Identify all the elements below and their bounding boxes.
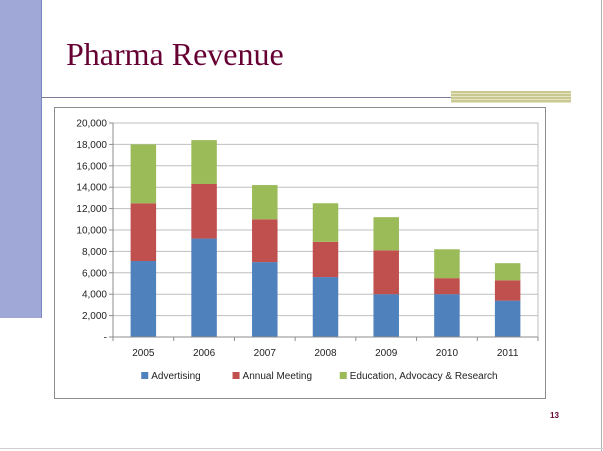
bar-segment: [434, 249, 460, 279]
bar-segment: [494, 280, 521, 301]
bar-segment: [252, 219, 278, 263]
y-tick-label: -: [104, 333, 107, 344]
bar-segment: [373, 250, 399, 295]
bar-segment: [252, 262, 278, 337]
x-tick-label: 2007: [254, 348, 277, 359]
y-tick-label: 12,000: [76, 204, 107, 215]
bar-segment: [312, 203, 339, 242]
y-tick-label: 10,000: [76, 226, 107, 237]
bar-segment: [434, 278, 460, 295]
bar-segment: [312, 277, 339, 337]
bar-segment: [130, 261, 157, 337]
x-tick-label: 2011: [497, 348, 519, 359]
bar-segment: [130, 203, 157, 262]
bar-segment: [373, 294, 399, 337]
x-tick-label: 2008: [314, 348, 337, 359]
y-tick-label: 20,000: [76, 119, 107, 130]
bar-segment: [252, 185, 278, 220]
x-tick-label: 2009: [375, 348, 398, 359]
x-tick-label: 2010: [436, 348, 459, 359]
decorative-side-bar: [0, 0, 42, 318]
legend-label: Advertising: [151, 371, 200, 382]
y-tick-label: 6,000: [82, 268, 107, 279]
page-number: 13: [550, 411, 559, 420]
bar-segment: [373, 217, 399, 251]
bar-segment: [494, 300, 521, 337]
bar-segment: [191, 140, 217, 184]
x-tick-label: 2005: [132, 348, 155, 359]
legend-swatch: [232, 372, 240, 379]
y-tick-label: 14,000: [76, 183, 107, 194]
y-tick-label: 8,000: [82, 247, 107, 258]
legend-swatch: [339, 372, 347, 379]
bar-segment: [130, 144, 157, 204]
bar-segment: [494, 263, 521, 281]
bar-segment: [312, 241, 339, 278]
accent-stripe: [451, 91, 571, 103]
y-tick-label: 16,000: [76, 161, 107, 172]
title-divider: [41, 97, 571, 98]
stacked-bar-chart: - 2,000 4,000 6,000 8,000 10,000 12,000 14,000 1…: [54, 107, 546, 399]
axes: - 2,000 4,000 6,000 8,000 10,000 12,000 14,000 1…: [76, 119, 539, 359]
x-tick-label: 2006: [193, 348, 216, 359]
slide-title: Pharma Revenue: [66, 36, 284, 72]
bar-segment: [191, 238, 217, 337]
chart-frame: [54, 107, 546, 399]
bar-segment: [434, 294, 460, 337]
bars: [130, 140, 521, 337]
legend-label: Education, Advocacy & Research: [350, 371, 498, 382]
legend: Advertising Annual Meeting Education, Advo…: [141, 371, 498, 382]
y-tick-label: 4,000: [82, 290, 107, 301]
slide-right-edge: [601, 0, 602, 451]
slide-bottom-edge: [0, 448, 603, 449]
legend-label: Annual Meeting: [243, 371, 312, 382]
y-tick-label: 18,000: [76, 140, 107, 151]
legend-swatch: [141, 372, 149, 379]
y-tick-label: 2,000: [82, 311, 107, 322]
bar-segment: [191, 183, 217, 239]
